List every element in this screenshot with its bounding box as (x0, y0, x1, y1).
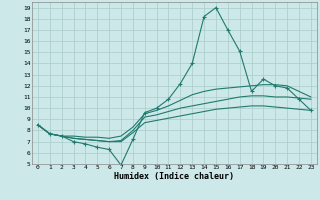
X-axis label: Humidex (Indice chaleur): Humidex (Indice chaleur) (115, 172, 234, 181)
